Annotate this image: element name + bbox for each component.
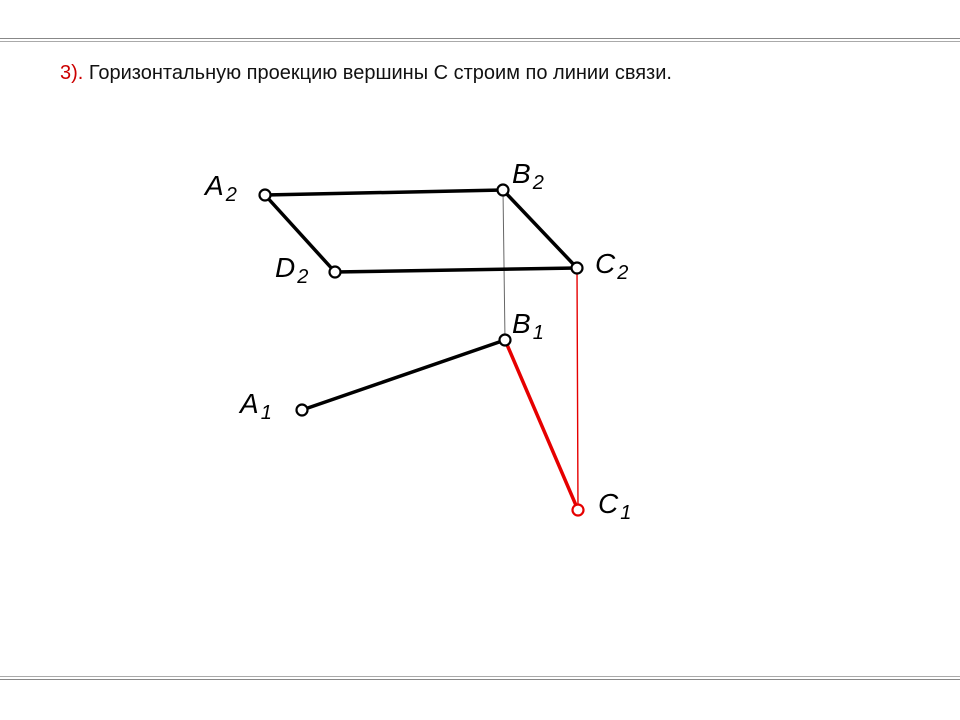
point-label-B1: B1: [512, 308, 544, 340]
point-label-D2: D2: [275, 252, 308, 284]
point-label-C2: C2: [595, 248, 628, 280]
point-label-A2: A2: [205, 170, 237, 202]
page: 3). Горизонтальную проекцию вершины С ст…: [0, 0, 960, 720]
projection-diagram: [0, 0, 960, 720]
point-label-C1: C1: [598, 488, 631, 520]
point-label-B2: B2: [512, 158, 544, 190]
point-label-A1: A1: [240, 388, 272, 420]
